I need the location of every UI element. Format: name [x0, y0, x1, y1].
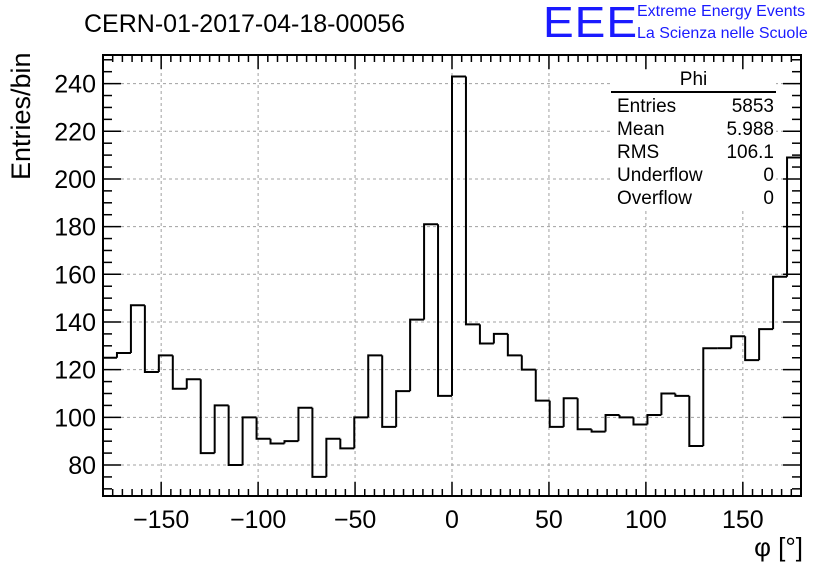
logo-subtitle-line2: La Scienza nelle Scuole [637, 25, 808, 42]
y-tick-label: 160 [54, 261, 96, 289]
histogram-bin [688, 395, 704, 447]
histogram-bin [395, 390, 411, 427]
histogram-bin [143, 305, 159, 374]
histogram-bin [423, 223, 439, 320]
histogram-bin [730, 335, 746, 349]
x-tick-label: −100 [230, 506, 286, 534]
x-tick-label: 0 [445, 506, 459, 534]
histogram-bin [437, 224, 452, 397]
tick-layer [103, 55, 801, 496]
histogram-bin [283, 440, 299, 444]
histogram-bin [520, 355, 536, 371]
x-tick-label: −50 [334, 506, 376, 534]
histogram-bin [451, 75, 466, 396]
histogram-bin [115, 351, 131, 358]
x-tick-label: 150 [722, 506, 764, 534]
histogram-bin [129, 304, 145, 353]
histogram-bin [409, 318, 425, 392]
stats-label: Overflow [617, 188, 692, 209]
chart-title: CERN-01-2017-04-18-00056 [84, 10, 406, 38]
histogram-bin [199, 379, 215, 455]
histogram-bin [786, 156, 801, 277]
histogram-bin [660, 392, 676, 415]
logo-subtitle-line1: Extreme Energy Events [637, 3, 806, 20]
x-axis-label: φ [°] [754, 532, 803, 562]
histogram-bin [548, 400, 564, 428]
histogram-bin [227, 405, 243, 467]
stats-label: Entries [617, 96, 677, 117]
histogram-bin [576, 398, 592, 431]
histogram-layer [103, 75, 801, 478]
y-tick-label: 100 [54, 404, 96, 432]
stats-value: 0 [763, 188, 774, 209]
histogram-bin [562, 397, 578, 427]
stats-box: Phi Entries 5853 Mean 5.988 RMS 106.1 Un… [611, 70, 776, 210]
stats-value: 0 [763, 165, 774, 186]
histogram-bin [772, 275, 788, 330]
y-tick-label: 200 [54, 166, 96, 194]
stats-label: Underflow [617, 165, 703, 186]
histogram-bin [171, 355, 187, 390]
stats-title: Phi [611, 70, 776, 93]
histogram-bin [325, 437, 341, 477]
histogram-bin [646, 413, 662, 425]
histogram-bin [269, 438, 285, 445]
histogram-bin [367, 354, 383, 418]
histogram-bin [478, 324, 494, 345]
y-tick-label: 240 [54, 71, 96, 99]
y-tick-label: 120 [54, 357, 96, 385]
x-tick-label: 100 [625, 506, 667, 534]
histogram-bin [590, 429, 606, 433]
histogram-bin [464, 76, 480, 326]
stats-row-underflow: Underflow 0 [611, 164, 776, 187]
histogram-bin [534, 369, 550, 402]
histogram-bin [185, 378, 201, 389]
histogram-bin [353, 416, 369, 449]
histogram-bin [255, 417, 271, 440]
y-tick-label: 140 [54, 309, 96, 337]
histogram-bin [618, 414, 634, 419]
histogram-bin [506, 333, 522, 357]
histogram-bin [381, 355, 397, 428]
histogram-bin [297, 406, 313, 442]
tick-label-layer: −150 −100 −50 0 50 100 150 80 100 120 140 160 180 200… [54, 71, 763, 534]
stats-label: Mean [617, 119, 665, 140]
histogram-bin [241, 416, 257, 466]
histogram-bin [157, 354, 173, 373]
stats-row-rms: RMS 106.1 [611, 141, 776, 164]
x-tick-label: 50 [535, 506, 563, 534]
histogram-bin [311, 407, 327, 478]
histogram-bin [674, 393, 690, 397]
eee-logo: EEE [543, 0, 639, 47]
y-tick-label: 220 [54, 118, 96, 146]
histogram-bin [744, 336, 760, 362]
stats-value: 106.1 [726, 142, 774, 163]
histogram-bin [339, 438, 355, 450]
stats-label: RMS [617, 142, 660, 163]
histogram-bin [632, 417, 648, 426]
histogram-bin [492, 332, 508, 344]
y-axis-label: Entries/bin [6, 52, 36, 180]
histogram-bin [213, 404, 229, 454]
stats-row-overflow: Overflow 0 [611, 187, 776, 210]
histogram-bin [758, 328, 774, 361]
y-tick-label: 80 [68, 452, 96, 480]
stats-row-mean: Mean 5.988 [611, 118, 776, 141]
histogram-bin [702, 347, 718, 446]
x-tick-label: −150 [133, 506, 189, 534]
y-tick-label: 180 [54, 214, 96, 242]
stats-value: 5.988 [726, 119, 774, 140]
stats-row-entries: Entries 5853 [611, 95, 776, 118]
histogram-bin [604, 413, 620, 432]
stats-value: 5853 [731, 96, 774, 117]
